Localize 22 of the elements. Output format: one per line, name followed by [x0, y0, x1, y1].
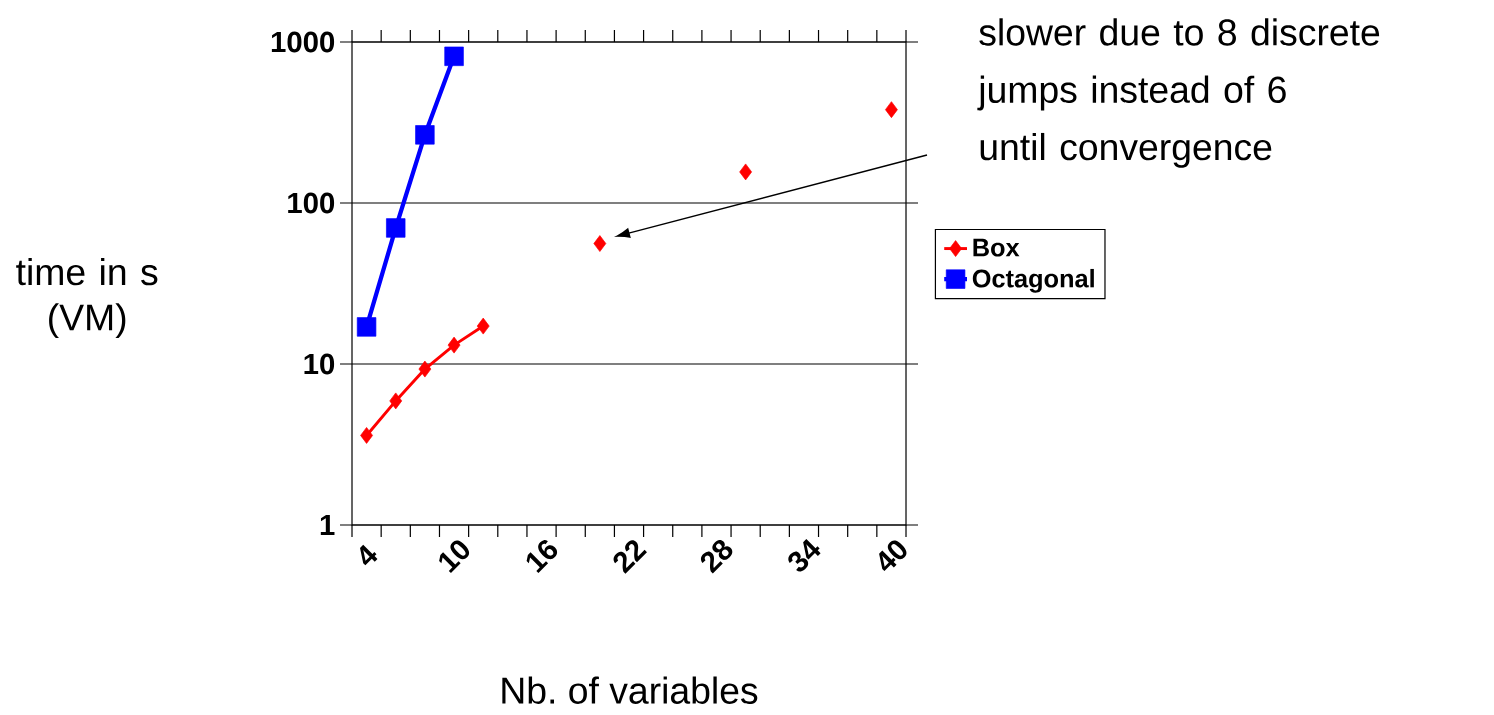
y-tick-label: 100: [288, 192, 335, 214]
text: slower due to 8 discrete jumps instead of 6 until convergence: [977, 18, 1380, 168]
legend-label: Octagonal: [972, 268, 1094, 293]
y-tick-label: 1: [320, 514, 335, 536]
y-tick-label: 1000: [271, 31, 335, 53]
point: [593, 235, 607, 252]
y-tick-label: 10: [304, 353, 335, 375]
point: [444, 46, 464, 66]
x-tick-label: 4: [360, 544, 378, 566]
point: [739, 163, 752, 181]
point: [415, 125, 435, 145]
point: [885, 101, 898, 118]
y-axis-title: time in s (VM): [16, 257, 158, 339]
x-axis-title: Nb. of variables: [502, 676, 758, 704]
x-tick-label: 28: [700, 539, 733, 574]
point: [386, 218, 406, 238]
x-tick-label: 16: [526, 540, 558, 573]
x-tick-label: 34: [788, 538, 821, 572]
x-tick-label: 40: [879, 540, 907, 572]
x-tick-label: 10: [439, 540, 470, 573]
x-tick-label: 22: [613, 540, 647, 574]
legend-label: Box: [973, 238, 1020, 257]
